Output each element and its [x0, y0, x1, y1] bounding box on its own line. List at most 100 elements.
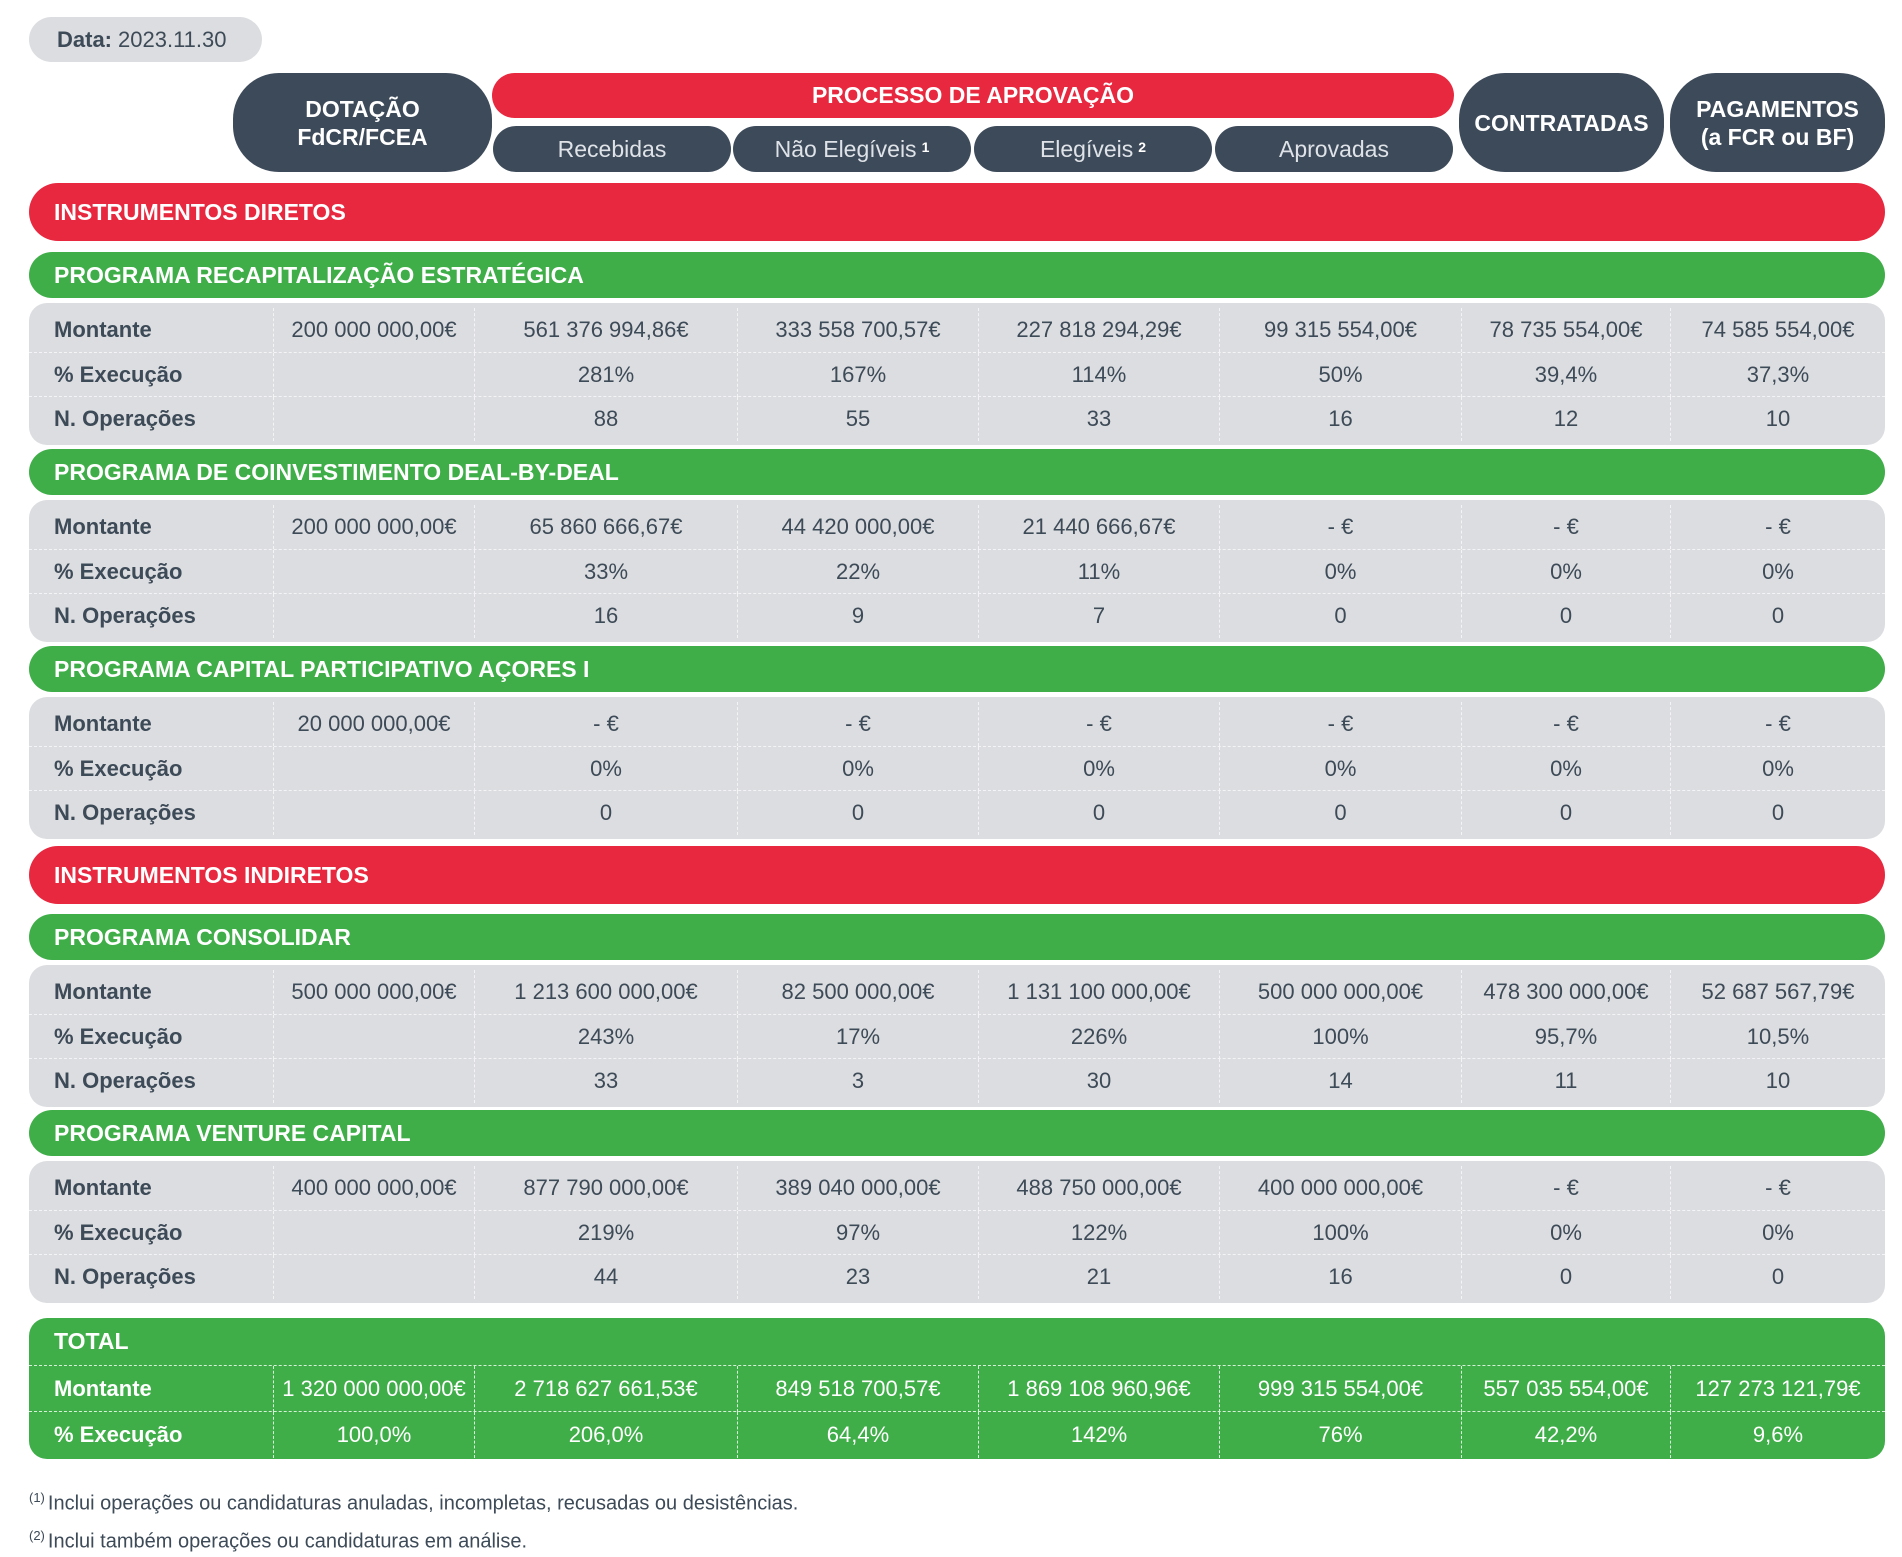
program-0-1-operacoes-cell: 16 — [474, 594, 737, 638]
program-0-2-montante-cell: - € — [1670, 702, 1885, 746]
program-0-1-montante-cell: - € — [1670, 505, 1885, 549]
header-nao-elegiveis-label: Não Elegíveis — [774, 135, 917, 162]
header-elegiveis-label: Elegíveis — [1039, 135, 1134, 162]
program-0-2-operacoes-cell: 0 — [978, 791, 1219, 835]
program-title-bar: PROGRAMA CONSOLIDAR — [29, 914, 1885, 960]
footnotes: (1) Inclui operações ou candidaturas anul… — [29, 1482, 798, 1557]
program-1-1-execucao-cell: 0% — [1670, 1211, 1885, 1255]
program-0-1-execucao-cell: 0% — [1219, 550, 1461, 594]
program-0-2-montante-cell: - € — [474, 702, 737, 746]
program-0-2-execucao-cell — [273, 747, 474, 791]
program-0-0-operacoes-cell: 55 — [737, 397, 978, 441]
program-0-2-operacoes-cell — [273, 791, 474, 835]
program-1-1-row-execucao: % Execução 219% 97% 122% 100% 0% 0% — [29, 1210, 1885, 1255]
program-1-0-operacoes-label: N. Operações — [54, 1068, 196, 1093]
header-aprovadas: Aprovadas — [1215, 126, 1453, 172]
program-1-1-execucao-cell — [273, 1211, 474, 1255]
program-1-1-operacoes-cell — [273, 1255, 474, 1299]
program-0-0-montante-cell: 333 558 700,57€ — [737, 308, 978, 352]
program-1-1-execucao-cell: 97% — [737, 1211, 978, 1255]
program-title-bar: PROGRAMA CAPITAL PARTICIPATIVO AÇORES I — [29, 646, 1885, 692]
total-execucao-cell: 64,4% — [737, 1412, 978, 1458]
program-0-1-row-operacoes: N. Operações 16 9 7 0 0 0 — [29, 593, 1885, 638]
program-1-1-operacoes-cell: 21 — [978, 1255, 1219, 1299]
header-processo-aprovacao: PROCESSO DE APROVAÇÃO — [492, 73, 1454, 118]
total-title: TOTAL — [54, 1328, 129, 1354]
program-0-2-execucao-cell: 0% — [474, 747, 737, 791]
program-0-2-execucao-cell: 0% — [1219, 747, 1461, 791]
program-0-2-operacoes-cell: 0 — [1461, 791, 1670, 835]
program-0-0-execucao-cell: 37,3% — [1670, 353, 1885, 397]
program-0-1-montante-cell: - € — [1219, 505, 1461, 549]
program-0-1-execucao-cell: 22% — [737, 550, 978, 594]
program-0-2-operacoes-cell: 0 — [1670, 791, 1885, 835]
program-0-2-montante-cell: - € — [1219, 702, 1461, 746]
program-0-1-operacoes-cell: 0 — [1461, 594, 1670, 638]
program-1-1-montante-cell: 400 000 000,00€ — [273, 1166, 474, 1210]
program-0-0-operacoes-cell — [273, 397, 474, 441]
program-1-1-execucao-cell: 100% — [1219, 1211, 1461, 1255]
date-indicator: Data: 2023.11.30 — [29, 17, 262, 62]
footnote-1: (1) Inclui operações ou candidaturas anul… — [29, 1482, 798, 1520]
program-1-0-operacoes-cell: 3 — [737, 1059, 978, 1103]
program-0-0-operacoes-cell: 88 — [474, 397, 737, 441]
program-0-0-row-operacoes: N. Operações 88 55 33 16 12 10 — [29, 396, 1885, 441]
program-1-0-montante-cell: 82 500 000,00€ — [737, 970, 978, 1014]
program-0-0-operacoes-cell: 16 — [1219, 397, 1461, 441]
total-montante-cell: 2 718 627 661,53€ — [474, 1366, 737, 1412]
program-0-2-operacoes-cell: 0 — [474, 791, 737, 835]
program-0-0-execucao-cell: 114% — [978, 353, 1219, 397]
total-row-execucao: % Execução 100,0% 206,0% 64,4% 142% 76% 42,2% 9… — [29, 1411, 1885, 1458]
program-0-1-execucao-cell: 11% — [978, 550, 1219, 594]
program-1-1-operacoes-cell: 16 — [1219, 1255, 1461, 1299]
program-1-0-row-execucao: % Execução 243% 17% 226% 100% 95,7% 10,5% — [29, 1014, 1885, 1059]
header-recebidas-label: Recebidas — [557, 135, 667, 162]
program-1-0-row-operacoes: N. Operações 33 3 30 14 11 10 — [29, 1058, 1885, 1103]
total-montante-cell: 127 273 121,79€ — [1670, 1366, 1885, 1412]
footnote-1-text: Inclui operações ou candidaturas anulada… — [47, 1492, 799, 1515]
program-0-0-montante-cell: 200 000 000,00€ — [273, 308, 474, 352]
program-0-1-row-montante: Montante 200 000 000,00€ 65 860 666,67€ 44 … — [29, 505, 1885, 549]
program-0-1-operacoes-label: N. Operações — [54, 603, 196, 628]
program-1-0-montante-cell: 1 131 100 000,00€ — [978, 970, 1219, 1014]
program-title-bar: PROGRAMA VENTURE CAPITAL — [29, 1110, 1885, 1156]
program-0-1-operacoes-cell — [273, 594, 474, 638]
total-execucao-cell: 206,0% — [474, 1412, 737, 1458]
program-1-0-operacoes-cell — [273, 1059, 474, 1103]
total-block: TOTAL Montante 1 320 000 000,00€ 2 718 627… — [29, 1318, 1885, 1459]
program-1-0-execucao-cell: 226% — [978, 1015, 1219, 1059]
program-1-0-execucao-cell: 95,7% — [1461, 1015, 1670, 1059]
program-0-1-montante-cell: 44 420 000,00€ — [737, 505, 978, 549]
program-1-1-row-operacoes: N. Operações 44 23 21 16 0 0 — [29, 1254, 1885, 1299]
total-montante-cell: 849 518 700,57€ — [737, 1366, 978, 1412]
program-data-block: Montante 400 000 000,00€ 877 790 000,00€ 38… — [29, 1161, 1885, 1303]
footnote-ref-1: 1 — [921, 139, 930, 155]
program-0-1-montante-cell: 21 440 666,67€ — [978, 505, 1219, 549]
program-0-0-operacoes-label: N. Operações — [54, 406, 196, 431]
program-0-0-operacoes-cell: 12 — [1461, 397, 1670, 441]
program-1-0-montante-cell: 478 300 000,00€ — [1461, 970, 1670, 1014]
program-0-1-operacoes-cell: 7 — [978, 594, 1219, 638]
program-0-2-execucao-label: % Execução — [54, 756, 183, 781]
program-0-2-row-montante: Montante 20 000 000,00€ - € - € - € - € - € - € — [29, 702, 1885, 746]
program-1-1-execucao-label: % Execução — [54, 1220, 183, 1245]
program-1-1-montante-cell: 488 750 000,00€ — [978, 1166, 1219, 1210]
program-1-0-execucao-cell — [273, 1015, 474, 1059]
program-0-2-montante-label: Montante — [54, 711, 152, 736]
total-montante-cell: 1 869 108 960,96€ — [978, 1366, 1219, 1412]
program-1-1-montante-cell: 400 000 000,00€ — [1219, 1166, 1461, 1210]
header-elegiveis: Elegíveis 2 — [974, 126, 1212, 172]
program-0-0-execucao-cell: 50% — [1219, 353, 1461, 397]
program-0-0-row-montante: Montante 200 000 000,00€ 561 376 994,86€ 33… — [29, 308, 1885, 352]
program-1-1-montante-cell: 389 040 000,00€ — [737, 1166, 978, 1210]
program-0-2-montante-cell: 20 000 000,00€ — [273, 702, 474, 746]
program-0-0-execucao-cell: 167% — [737, 353, 978, 397]
program-0-0-row-execucao: % Execução 281% 167% 114% 50% 39,4% 37,3% — [29, 352, 1885, 397]
total-execucao-cell: 142% — [978, 1412, 1219, 1458]
total-execucao-cell: 76% — [1219, 1412, 1461, 1458]
program-1-0-montante-cell: 1 213 600 000,00€ — [474, 970, 737, 1014]
program-1-0-execucao-cell: 10,5% — [1670, 1015, 1885, 1059]
program-0-1-operacoes-cell: 0 — [1670, 594, 1885, 638]
program-1-0-execucao-label: % Execução — [54, 1024, 183, 1049]
program-title-bar: PROGRAMA RECAPITALIZAÇÃO ESTRATÉGICA — [29, 252, 1885, 298]
